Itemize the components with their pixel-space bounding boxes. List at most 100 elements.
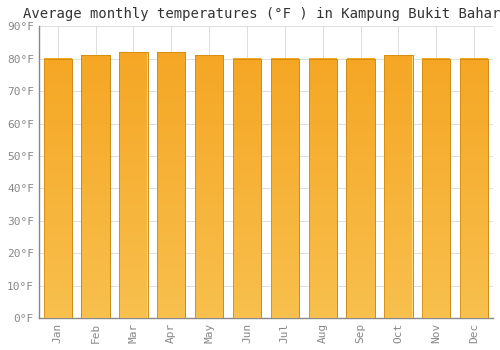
Bar (346, 263, 374, 266)
Bar (120, 302, 148, 304)
Bar (158, 86, 186, 89)
Bar (82, 233, 110, 237)
Bar (384, 247, 412, 250)
Bar (271, 300, 299, 302)
Bar (120, 124, 148, 127)
Bar (158, 248, 186, 252)
Bar (422, 300, 450, 302)
Bar (346, 87, 374, 90)
Bar (346, 266, 374, 269)
Bar (384, 76, 412, 79)
Bar (82, 94, 110, 97)
Bar (308, 162, 336, 165)
Bar (158, 254, 186, 257)
Bar (460, 64, 488, 66)
Bar (158, 240, 186, 244)
Bar (460, 300, 488, 302)
Bar (346, 289, 374, 292)
Bar (44, 196, 72, 199)
Bar (460, 196, 488, 199)
Bar (120, 57, 148, 60)
Bar (271, 149, 299, 152)
Bar (308, 268, 336, 271)
Bar (384, 147, 412, 150)
Bar (44, 118, 72, 121)
Bar (460, 292, 488, 295)
Bar (384, 202, 412, 205)
Bar (308, 110, 336, 113)
Bar (384, 94, 412, 97)
Bar (422, 196, 450, 199)
Bar (422, 310, 450, 313)
Bar (308, 204, 336, 206)
Bar (195, 178, 223, 181)
Bar (82, 121, 110, 124)
Bar (44, 147, 72, 149)
Bar (82, 304, 110, 307)
Bar (120, 65, 148, 68)
Bar (233, 141, 261, 144)
Bar (158, 121, 186, 124)
Bar (346, 183, 374, 186)
Bar (120, 158, 148, 161)
Bar (158, 137, 186, 140)
Bar (158, 190, 186, 193)
Bar (422, 204, 450, 206)
Bar (120, 206, 148, 209)
Bar (158, 65, 186, 68)
Bar (271, 97, 299, 100)
Bar (271, 113, 299, 116)
Bar (120, 203, 148, 206)
Bar (346, 191, 374, 194)
Bar (460, 59, 488, 318)
Bar (422, 201, 450, 204)
Bar (44, 183, 72, 186)
Bar (82, 199, 110, 202)
Bar (233, 164, 261, 168)
Bar (233, 237, 261, 240)
Bar (271, 87, 299, 90)
Bar (44, 219, 72, 222)
Bar (346, 79, 374, 82)
Bar (346, 167, 374, 170)
Bar (158, 296, 186, 299)
Bar (158, 307, 186, 310)
Bar (233, 258, 261, 261)
Bar (384, 100, 412, 103)
Bar (308, 186, 336, 188)
Bar (346, 103, 374, 105)
Bar (44, 279, 72, 282)
Bar (271, 121, 299, 124)
Bar (195, 257, 223, 260)
Bar (195, 202, 223, 205)
Bar (308, 201, 336, 204)
Bar (384, 55, 412, 58)
Bar (271, 92, 299, 95)
Bar (422, 245, 450, 248)
Bar (158, 262, 186, 265)
Bar (384, 215, 412, 218)
Bar (460, 313, 488, 315)
Bar (422, 157, 450, 160)
Bar (422, 139, 450, 142)
Bar (422, 315, 450, 318)
Bar (308, 240, 336, 243)
Bar (82, 289, 110, 292)
Bar (44, 167, 72, 170)
Bar (233, 247, 261, 251)
Bar (271, 154, 299, 157)
Bar (44, 103, 72, 105)
Bar (158, 94, 186, 97)
Bar (82, 165, 110, 168)
Bar (120, 110, 148, 113)
Bar (158, 78, 186, 82)
Bar (44, 237, 72, 240)
Bar (44, 87, 72, 90)
Bar (44, 281, 72, 284)
Bar (384, 284, 412, 286)
Bar (271, 110, 299, 113)
Bar (422, 79, 450, 82)
Bar (308, 164, 336, 168)
Bar (346, 110, 374, 113)
Bar (44, 141, 72, 144)
